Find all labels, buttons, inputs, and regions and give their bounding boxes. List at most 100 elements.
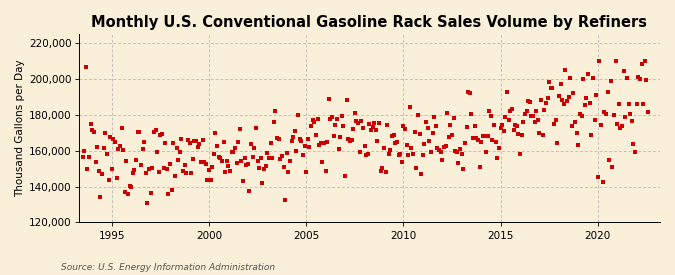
Point (298, 153, 308, 158)
Point (257, 181, 268, 185)
Point (194, 142, 205, 146)
Point (238, 179, 248, 183)
Point (239, 156, 250, 161)
Point (516, 133, 527, 137)
Point (441, 111, 452, 116)
Point (593, 175, 603, 179)
Point (421, 119, 431, 124)
Point (638, 102, 649, 106)
Point (115, 144, 126, 148)
Point (392, 140, 402, 144)
Point (325, 117, 336, 122)
Point (429, 115, 439, 120)
Point (108, 137, 119, 142)
Point (432, 145, 443, 150)
Point (198, 160, 209, 164)
Point (107, 167, 117, 172)
Point (346, 137, 357, 142)
Point (554, 94, 564, 98)
Point (364, 122, 375, 126)
Point (190, 139, 201, 144)
Point (581, 96, 592, 100)
Point (180, 163, 190, 167)
Point (97, 172, 107, 176)
Point (225, 168, 236, 173)
Point (145, 191, 156, 196)
Point (85, 122, 96, 127)
Point (116, 126, 127, 130)
Point (610, 59, 621, 63)
Point (226, 150, 237, 154)
Point (539, 108, 549, 112)
Point (171, 146, 182, 150)
Point (344, 139, 355, 144)
Point (189, 139, 200, 144)
Point (157, 132, 167, 136)
Point (80, 65, 91, 69)
Point (617, 124, 628, 128)
Point (99, 146, 109, 150)
Point (273, 136, 284, 141)
Point (234, 126, 245, 131)
Point (302, 137, 313, 141)
Point (612, 122, 622, 126)
Point (587, 76, 598, 80)
Point (589, 118, 600, 122)
Point (506, 107, 517, 111)
Point (182, 138, 193, 142)
Point (377, 166, 387, 170)
Point (142, 201, 153, 206)
Point (352, 121, 363, 126)
Point (521, 109, 532, 114)
Point (634, 77, 645, 81)
Point (602, 89, 613, 94)
Point (250, 126, 261, 131)
Point (479, 134, 490, 139)
Point (574, 112, 585, 116)
Point (306, 124, 317, 129)
Point (79, 148, 90, 153)
Point (247, 155, 258, 159)
Point (310, 133, 321, 137)
Point (77, 155, 88, 159)
Point (403, 153, 414, 158)
Point (105, 135, 115, 139)
Point (212, 144, 223, 148)
Point (209, 152, 219, 156)
Point (150, 128, 161, 132)
Point (498, 128, 509, 133)
Point (88, 130, 99, 134)
Point (423, 125, 433, 130)
Point (196, 160, 207, 164)
Point (204, 167, 215, 172)
Point (358, 126, 369, 130)
Point (103, 177, 114, 182)
Point (620, 114, 630, 119)
Point (100, 131, 111, 135)
Point (340, 174, 350, 178)
Point (578, 76, 589, 81)
Point (585, 101, 595, 105)
Point (369, 121, 379, 125)
Point (586, 133, 597, 138)
Point (218, 140, 229, 144)
Point (395, 152, 406, 156)
Point (176, 137, 187, 141)
Point (435, 150, 446, 154)
Point (412, 113, 423, 117)
Point (359, 144, 370, 148)
Point (476, 139, 487, 144)
Point (109, 140, 120, 145)
Point (207, 165, 217, 169)
Title: Monthly U.S. Conventional Gasoline Rack Sales Volume by Refiners: Monthly U.S. Conventional Gasoline Rack … (91, 15, 647, 30)
Point (281, 150, 292, 155)
Point (466, 112, 477, 116)
Point (628, 142, 639, 146)
Point (331, 117, 342, 122)
Point (547, 86, 558, 90)
Point (568, 90, 579, 95)
Point (244, 188, 255, 193)
Point (625, 112, 636, 117)
Point (563, 95, 574, 100)
Point (450, 149, 460, 153)
